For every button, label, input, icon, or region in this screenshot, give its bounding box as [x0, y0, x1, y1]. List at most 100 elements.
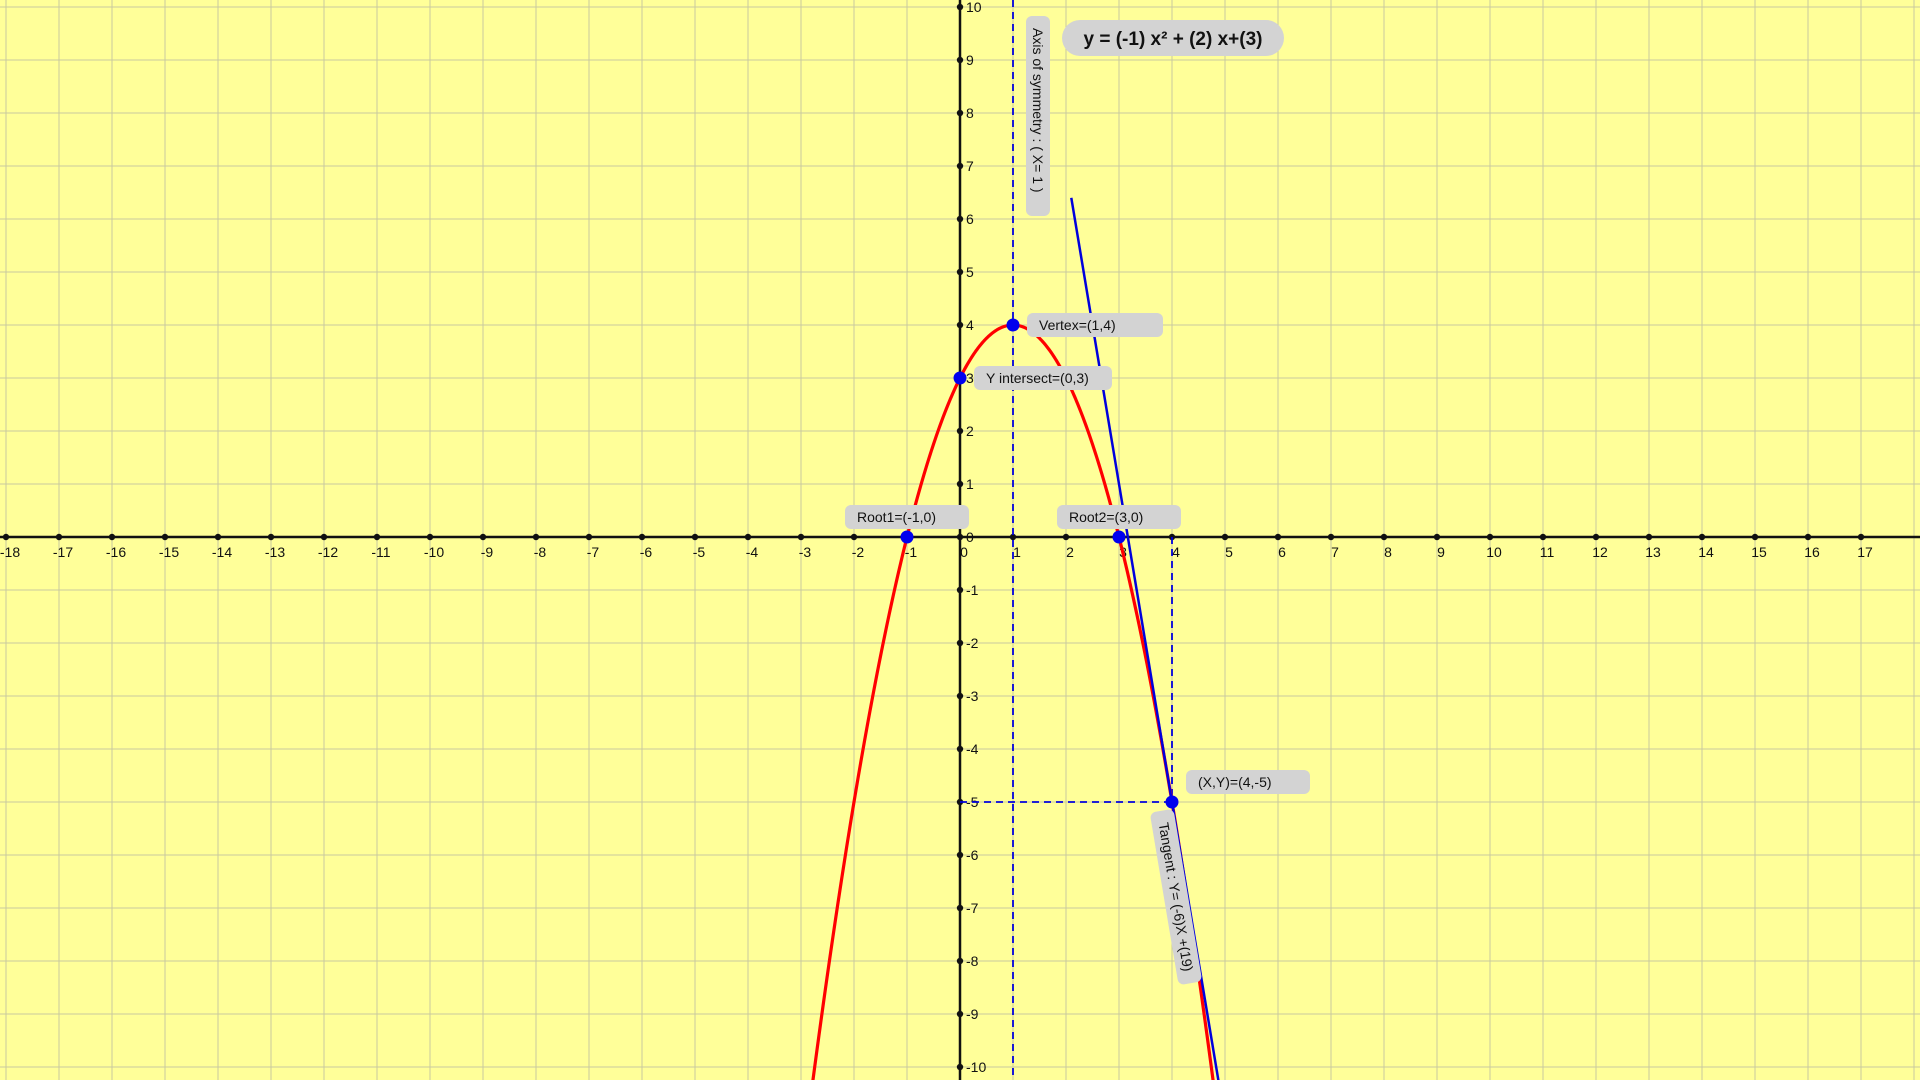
y-intercept-point — [953, 371, 967, 385]
y-tick-mark — [956, 586, 964, 594]
equation-label: y = (-1) x² + (2) x+(3) — [1084, 29, 1263, 50]
x-tick-mark — [55, 533, 63, 541]
point-labels: Axis of symmetry : ( X= 1 ) Tangent : Y= … — [845, 16, 1310, 985]
tangent-point-label: (X,Y)=(4,-5) — [1186, 770, 1310, 794]
x-tick-mark — [214, 533, 222, 541]
y-intercept-label-text: Y intersect=(0,3) — [986, 370, 1089, 386]
vertex-label-text: Vertex=(1,4) — [1039, 317, 1116, 333]
y-tick-label: 0 — [966, 529, 974, 545]
root2-label: Root2=(3,0) — [1057, 505, 1181, 529]
y-tick-label: 2 — [966, 423, 974, 439]
x-tick-label: -7 — [587, 544, 600, 560]
y-tick-label: 5 — [966, 264, 974, 280]
x-tick-mark — [1380, 533, 1388, 541]
root2-label-box — [1057, 505, 1181, 529]
x-tick-mark — [638, 533, 646, 541]
x-tick-label: -4 — [746, 544, 759, 560]
x-tick-label: 15 — [1751, 544, 1767, 560]
x-tick-mark — [797, 533, 805, 541]
y-tick-mark — [956, 1010, 964, 1018]
y-tick-mark — [956, 692, 964, 700]
x-tick-mark — [426, 533, 434, 541]
y-intercept-label-box — [974, 366, 1112, 390]
x-tick-label: 5 — [1225, 544, 1233, 560]
x-tick-label: -18 — [0, 544, 20, 560]
root2-point — [1112, 530, 1126, 544]
vertex-label-box — [1027, 313, 1163, 337]
y-tick-label: -3 — [966, 688, 979, 704]
x-tick-mark — [850, 533, 858, 541]
axis-of-symmetry-label: Axis of symmetry : ( X= 1 ) — [1026, 16, 1050, 216]
x-tick-mark — [1433, 533, 1441, 541]
x-tick-mark — [956, 533, 964, 541]
x-tick-mark — [532, 533, 540, 541]
x-tick-label: -16 — [106, 544, 126, 560]
root2-label-text: Root2=(3,0) — [1069, 509, 1143, 525]
y-tick-mark — [956, 639, 964, 647]
tangent-point-label-box — [1186, 770, 1310, 794]
axis-of-symmetry-label-text: Axis of symmetry : ( X= 1 ) — [1030, 28, 1046, 193]
root1-point — [900, 530, 914, 544]
y-tick-mark — [956, 56, 964, 64]
guide-lines — [960, 0, 1173, 1080]
x-tick-mark — [161, 533, 169, 541]
x-tick-mark — [1274, 533, 1282, 541]
x-tick-label: -17 — [53, 544, 73, 560]
x-tick-mark — [320, 533, 328, 541]
x-tick-label: 6 — [1278, 544, 1286, 560]
x-tick-mark — [1592, 533, 1600, 541]
y-tick-label: 9 — [966, 52, 974, 68]
x-tick-label: -1 — [905, 544, 918, 560]
axis-of-symmetry-label-box — [1026, 16, 1050, 216]
y-tick-mark — [956, 745, 964, 753]
x-tick-label: 2 — [1066, 544, 1074, 560]
y-tick-mark — [956, 957, 964, 965]
x-tick-mark — [1221, 533, 1229, 541]
x-tick-label: -2 — [852, 544, 865, 560]
y-tick-mark — [956, 904, 964, 912]
y-tick-label: 3 — [966, 370, 974, 386]
y-tick-mark — [956, 109, 964, 117]
y-tick-label: -4 — [966, 741, 979, 757]
x-tick-label: 8 — [1384, 544, 1392, 560]
x-tick-mark — [108, 533, 116, 541]
tick-labels: -18 -17 -16 -15 -14 -13 -12 -11 -10 -9 -8 -7 -6 -5 -4-… — [0, 0, 1873, 1075]
x-tick-mark — [1539, 533, 1547, 541]
x-tick-label: -6 — [640, 544, 653, 560]
root1-label-text: Root1=(-1,0) — [857, 509, 936, 525]
x-tick-label: 0 — [960, 544, 968, 560]
y-tick-mark — [956, 321, 964, 329]
x-tick-label: 17 — [1857, 544, 1873, 560]
y-tick-mark — [956, 427, 964, 435]
y-tick-mark — [956, 162, 964, 170]
y-intercept-label: Y intersect=(0,3) — [974, 366, 1112, 390]
x-tick-label: -3 — [799, 544, 812, 560]
x-tick-mark — [1486, 533, 1494, 541]
x-tick-mark — [479, 533, 487, 541]
x-tick-label: 1 — [1013, 544, 1021, 560]
x-tick-label: 14 — [1698, 544, 1714, 560]
y-tick-label: 6 — [966, 211, 974, 227]
y-tick-mark — [956, 851, 964, 859]
y-tick-label: -6 — [966, 847, 979, 863]
x-tick-label: -13 — [265, 544, 285, 560]
y-tick-label: -10 — [966, 1059, 986, 1075]
x-tick-mark — [1062, 533, 1070, 541]
y-tick-mark — [956, 1063, 964, 1071]
root1-label: Root1=(-1,0) — [845, 505, 969, 529]
x-tick-mark — [373, 533, 381, 541]
x-tick-label: 10 — [1486, 544, 1502, 560]
y-tick-label: 8 — [966, 105, 974, 121]
x-tick-mark — [1327, 533, 1335, 541]
x-tick-mark — [1698, 533, 1706, 541]
x-tick-mark — [1009, 533, 1017, 541]
y-tick-label: 1 — [966, 476, 974, 492]
x-tick-mark — [2, 533, 10, 541]
points — [900, 318, 1179, 809]
y-tick-label: 10 — [966, 0, 982, 15]
x-tick-label: -14 — [212, 544, 232, 560]
y-tick-label: -7 — [966, 900, 979, 916]
x-tick-label: 13 — [1645, 544, 1661, 560]
